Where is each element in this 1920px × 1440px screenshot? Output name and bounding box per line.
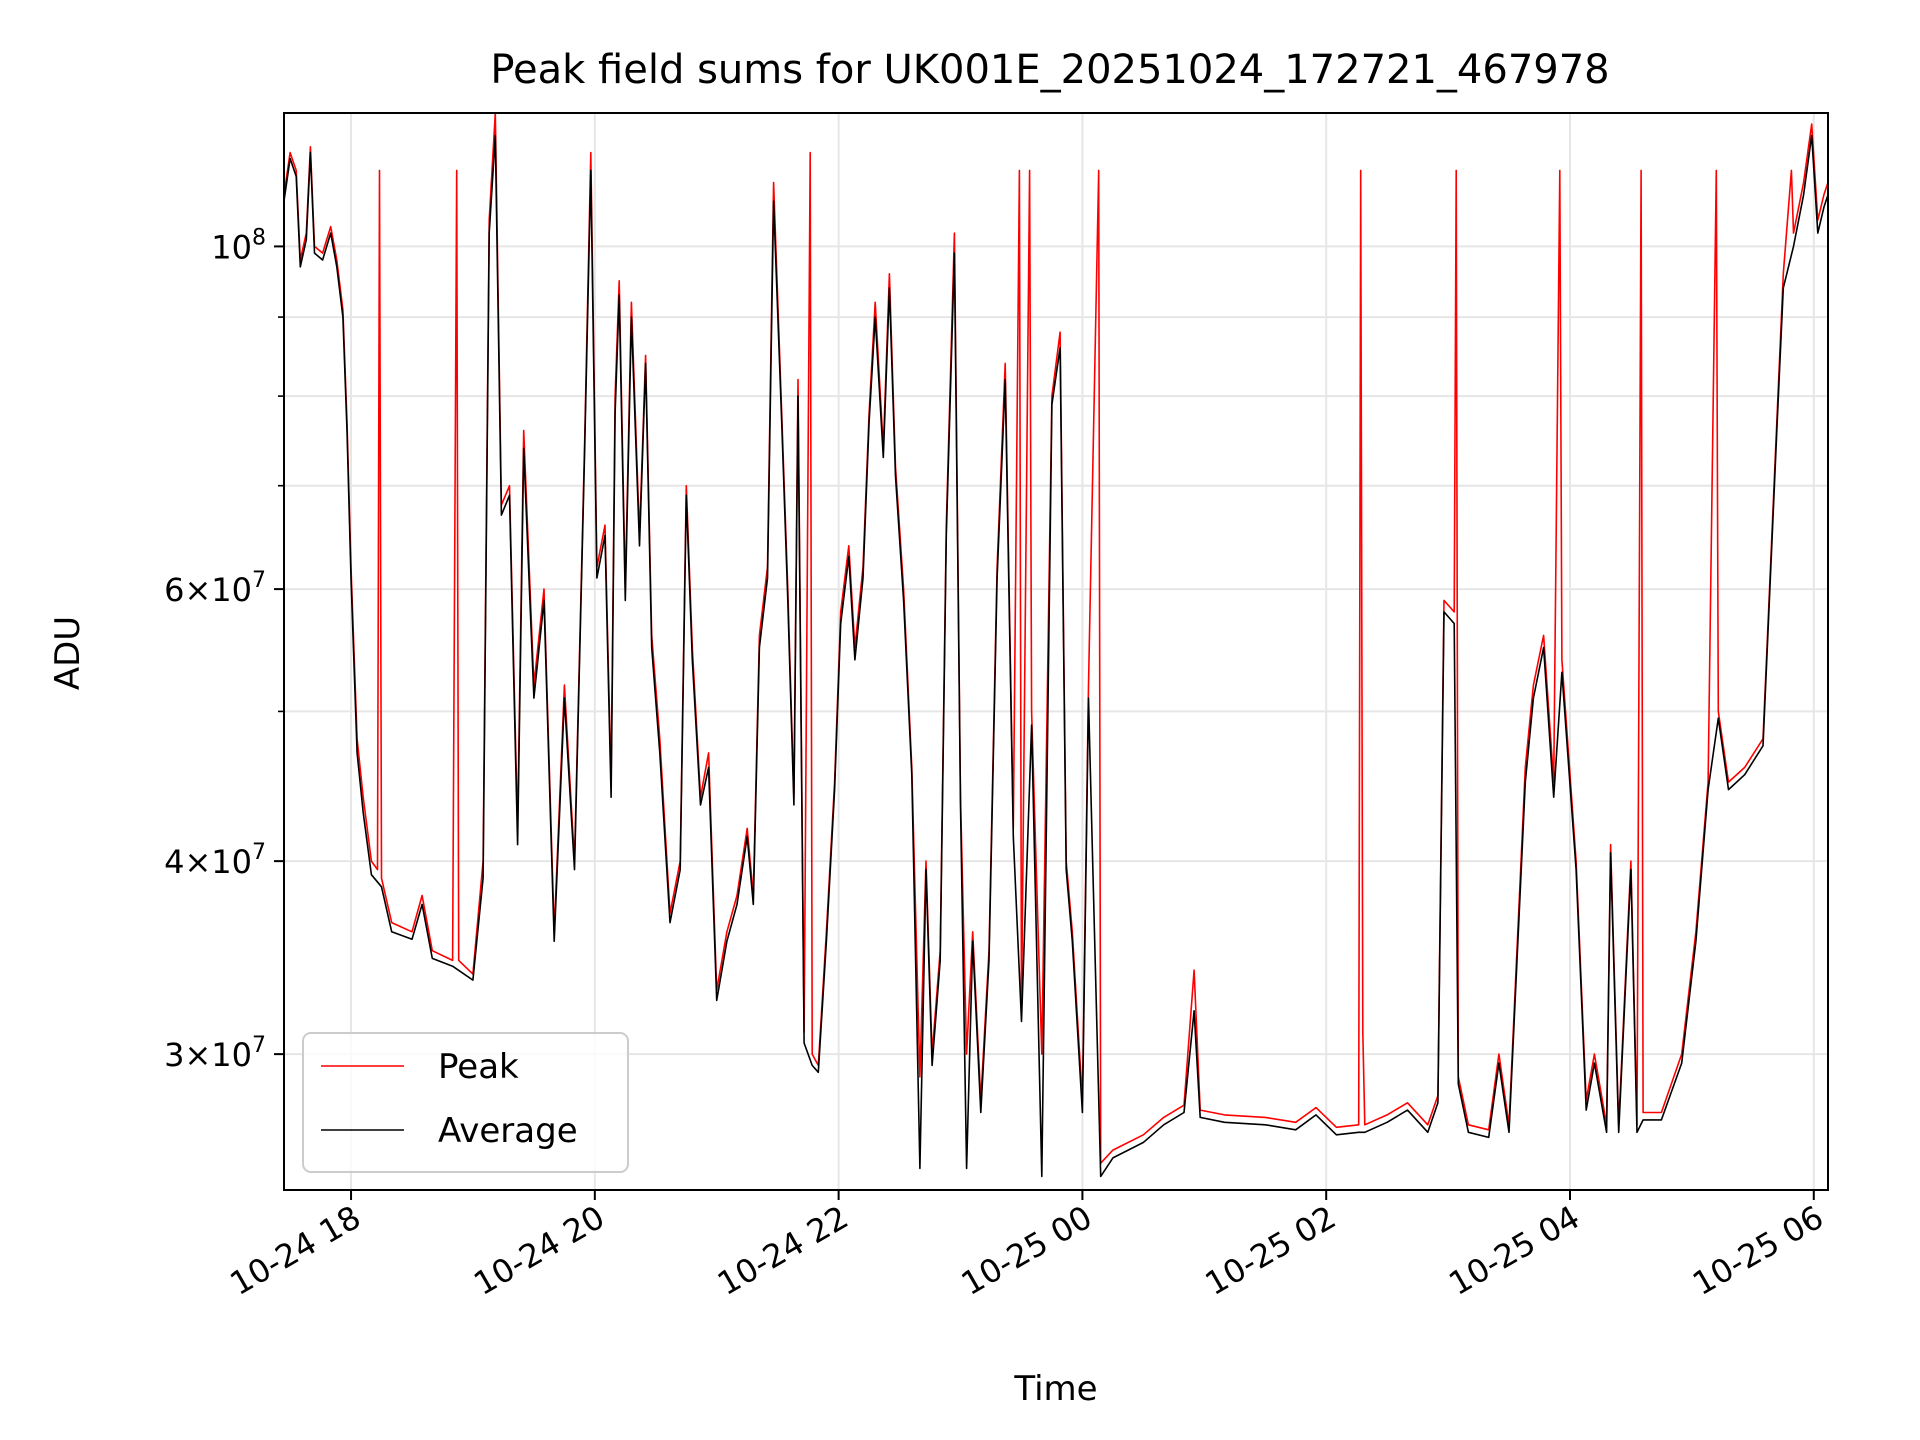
y-axis: 3×107 4×107 6×107 108 <box>164 225 284 1074</box>
legend: Peak Average <box>302 1032 629 1173</box>
plot-area <box>284 113 1828 1190</box>
plot-frame <box>283 112 1829 1191</box>
legend-label-average: Average <box>438 1111 578 1151</box>
y-tick-label: 6×107 <box>164 568 266 609</box>
y-axis-label: ADU <box>48 616 88 690</box>
y-tick-label: 4×107 <box>164 840 266 881</box>
y-tick-label: 108 <box>211 225 266 266</box>
series-layer <box>284 113 1828 1178</box>
x-axis-label: Time <box>1013 1369 1097 1409</box>
chart-title: Peak field sums for UK001E_20251024_1727… <box>490 47 1609 93</box>
legend-label-peak: Peak <box>438 1047 519 1087</box>
legend-box <box>302 1032 629 1173</box>
series-line-peak <box>284 113 1828 1164</box>
series-line-average <box>284 134 1828 1178</box>
y-tick-label: 3×107 <box>164 1033 266 1074</box>
